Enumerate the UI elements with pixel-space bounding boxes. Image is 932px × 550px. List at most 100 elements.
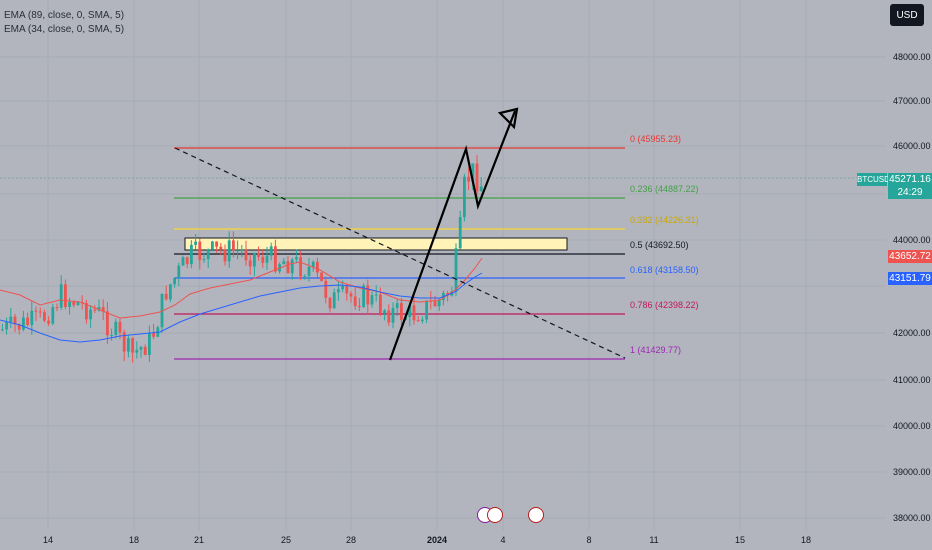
candle-body (101, 306, 105, 312)
price-tick-40000: 40000.00 (893, 421, 931, 431)
candle-body (299, 257, 302, 277)
date-tick: 2024 (427, 535, 447, 545)
candle-body (106, 311, 109, 336)
candle-body (97, 306, 101, 311)
candle-body (475, 163, 479, 192)
candle-body (110, 335, 113, 337)
candle-body (206, 249, 210, 260)
price-tick-48000: 48000.00 (893, 52, 931, 62)
candle-body (303, 275, 307, 277)
arrow-head-icon (497, 107, 519, 130)
candle-body (118, 321, 122, 333)
candle-body (387, 310, 391, 323)
fib-label-0786: 0.786 (42398.22) (630, 300, 699, 310)
candle-body (248, 260, 252, 267)
price-tick-39000: 39000.00 (893, 467, 931, 477)
candle-body (400, 303, 403, 320)
candle-body (412, 305, 416, 321)
candle-body (215, 241, 218, 247)
fib-label-05: 0.5 (43692.50) (630, 240, 689, 250)
candle-body (9, 316, 13, 323)
candle-body (479, 186, 483, 192)
candle-body (122, 332, 126, 352)
candle-body (366, 285, 370, 305)
dashed-trendline[interactable] (174, 147, 626, 359)
date-tick: 18 (129, 535, 139, 545)
candle-body (17, 324, 21, 330)
price-tick-38000: 38000.00 (893, 513, 931, 523)
candle-body (282, 261, 286, 265)
candle-body (425, 300, 428, 320)
candle-body (169, 284, 172, 300)
candle-body (458, 217, 462, 249)
candle-body (76, 302, 80, 306)
ema89-value-tag: 43151.79 (888, 272, 932, 285)
candle-body (269, 246, 273, 256)
date-tick: 21 (194, 535, 204, 545)
candle-body (345, 285, 349, 294)
symbol-tag: BTCUSD (857, 173, 890, 186)
candle-body (22, 317, 25, 330)
candle-body (1, 329, 4, 331)
candle-body (211, 241, 214, 250)
us-flag-icon[interactable] (487, 507, 503, 523)
candle-body (349, 293, 353, 297)
candle-body (114, 321, 118, 336)
consolidation-zone[interactable] (184, 237, 568, 251)
price-tick-44000: 44000.00 (893, 235, 931, 245)
candle-body (131, 338, 134, 353)
candle-body (383, 310, 386, 314)
candle-body (328, 297, 332, 309)
fib-retracement[interactable]: 0 (45955.23) 0.236 (44887.22) 0.382 (442… (174, 134, 699, 360)
indicator-ema34-label[interactable]: EMA (34, close, 0, SMA, 5) (4, 24, 125, 35)
candle-body (353, 296, 357, 307)
candle-body (59, 284, 63, 308)
countdown-tag: 24:29 (888, 186, 932, 199)
candle-body (194, 241, 197, 245)
candle-body (257, 253, 260, 257)
candle-body (43, 312, 46, 321)
price-tick-42000: 42000.00 (893, 328, 931, 338)
indicator-ema89-label[interactable]: EMA (89, close, 0, SMA, 5) (4, 10, 125, 21)
candle-body (38, 311, 42, 313)
us-flag-icon[interactable] (528, 507, 544, 523)
date-axis[interactable]: 14 18 21 25 28 2024 4 8 11 15 18 (43, 535, 811, 545)
candle-body (198, 241, 202, 261)
candle-body (219, 246, 223, 250)
price-tick-46000: 46000.00 (893, 141, 931, 151)
candle-body (227, 240, 231, 262)
fib-label-0618: 0.618 (43158.50) (630, 265, 699, 275)
candle-body (5, 322, 8, 330)
date-tick: 11 (649, 535, 658, 545)
candle-body (274, 246, 277, 272)
candle-body (454, 248, 458, 292)
candle-body (139, 346, 143, 350)
candle-body (332, 292, 336, 309)
candle-body (236, 250, 239, 252)
candle-body (370, 295, 374, 305)
price-axis[interactable]: 48000.00 47000.00 46000.00 44000.00 4200… (893, 52, 931, 523)
date-tick: 14 (43, 535, 53, 545)
candle-body (177, 265, 181, 279)
fib-label-1: 1 (41429.77) (630, 345, 681, 355)
candle-body (223, 249, 227, 262)
candle-body (26, 317, 29, 326)
ema89-line (0, 272, 483, 343)
projection-path[interactable] (388, 110, 517, 361)
candle-body (379, 294, 382, 314)
candle-body (337, 289, 340, 293)
date-tick: 8 (586, 535, 591, 545)
candle-body (148, 332, 151, 355)
candle-body (244, 249, 248, 261)
candle-body (307, 266, 311, 276)
fib-label-0236: 0.236 (44887.22) (630, 184, 699, 194)
candle-body (253, 253, 256, 267)
candle-body (47, 320, 50, 324)
currency-button[interactable]: USD (890, 4, 924, 26)
candle-body (311, 261, 315, 267)
candle-body (173, 278, 176, 285)
candle-body (467, 176, 470, 182)
candle-body (286, 261, 290, 274)
candle-body (89, 309, 92, 320)
